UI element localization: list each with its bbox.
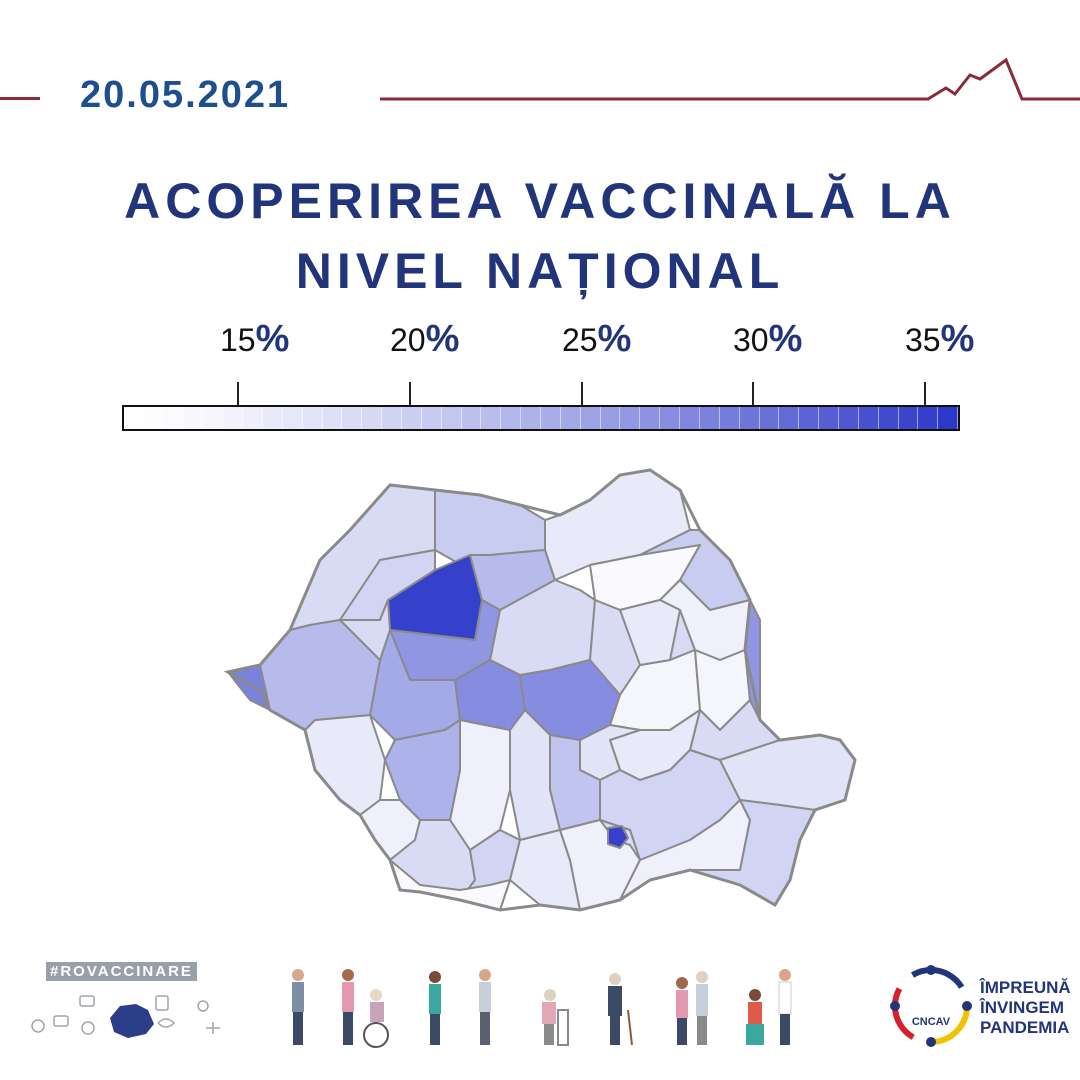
legend-swatch xyxy=(719,407,740,429)
legend-label-20: 20% xyxy=(390,318,460,360)
header-rule-pulse xyxy=(380,57,1080,101)
legend-swatch xyxy=(203,407,224,429)
legend-swatch xyxy=(600,407,621,429)
legend-swatch xyxy=(640,407,661,429)
legend-swatch xyxy=(858,407,879,429)
legend-swatch xyxy=(838,407,859,429)
cncav-logo: CNCAV xyxy=(890,965,972,1047)
legend-swatch xyxy=(282,407,303,429)
legend-label-35: 35% xyxy=(905,318,975,360)
date-label: 20.05.2021 xyxy=(80,74,291,116)
caregiver-wheelchair-icon xyxy=(342,969,389,1048)
legend-tick xyxy=(237,382,239,407)
legend-swatch xyxy=(918,407,939,429)
man-icon xyxy=(479,969,491,1045)
legend-swatch xyxy=(402,407,422,429)
legend-swatch xyxy=(223,407,244,429)
elderly-cane-icon xyxy=(608,973,633,1046)
hashtag-label: #ROVACCINARE xyxy=(46,962,197,981)
legend-swatch xyxy=(481,407,502,429)
legend-swatch xyxy=(699,407,720,429)
page-title: ACOPERIREA VACCINALĂ LA NIVEL NAȚIONAL xyxy=(0,166,1080,306)
legend-swatch xyxy=(739,407,760,429)
county-region xyxy=(509,709,561,841)
legend-color-scale xyxy=(122,405,960,431)
people-illustration xyxy=(292,969,792,1048)
romania-silhouette-icon xyxy=(110,1004,154,1038)
legend-swatch xyxy=(660,407,681,429)
county-region xyxy=(339,599,391,661)
face-icon xyxy=(31,1019,45,1033)
campaign-icons xyxy=(31,995,220,1038)
legend-swatch xyxy=(501,407,522,429)
legend-swatch xyxy=(898,407,919,429)
legend-swatch xyxy=(421,407,442,429)
romania-county-map xyxy=(223,468,857,912)
title-line-2: NIVEL NAȚIONAL xyxy=(295,243,785,299)
legend-swatch xyxy=(382,407,403,429)
people-icon xyxy=(206,1022,220,1034)
legend-swatch xyxy=(441,407,462,429)
slogan-line-3: PANDEMIA xyxy=(980,1018,1070,1037)
legend-label-25: 25% xyxy=(562,318,632,360)
legend-swatch xyxy=(779,407,800,429)
elderly-couple-icon xyxy=(676,971,708,1045)
medical-icon xyxy=(81,1021,95,1035)
legend-swatch xyxy=(461,407,482,429)
vaccination-scene-icon xyxy=(746,969,792,1045)
legend-swatch xyxy=(243,407,264,429)
legend-tick xyxy=(581,382,583,407)
county-region xyxy=(619,599,681,666)
legend-swatch xyxy=(938,407,959,429)
legend-swatch xyxy=(143,407,164,429)
legend-swatch xyxy=(560,407,581,429)
county-region xyxy=(304,714,386,816)
legend-swatch xyxy=(183,407,204,429)
legend-swatch xyxy=(362,407,383,429)
mask-icon xyxy=(157,1018,176,1028)
legend-swatch xyxy=(680,407,700,429)
slogan: ÎMPREUNĂ ÎNVINGEM PANDEMIA xyxy=(980,978,1071,1038)
title-line-1: ACOPERIREA VACCINALĂ LA xyxy=(124,173,956,229)
legend-swatch xyxy=(620,407,641,429)
legend-tick xyxy=(752,382,754,407)
heart-icon xyxy=(53,1015,69,1027)
legend-swatch xyxy=(124,407,144,429)
county-region xyxy=(607,825,629,849)
person-icon xyxy=(292,969,304,1045)
legend-swatch xyxy=(819,407,839,429)
legend-swatch xyxy=(302,407,323,429)
country-border xyxy=(223,468,857,912)
legend-tick xyxy=(409,382,411,407)
legend-tick xyxy=(924,382,926,407)
legend-swatch xyxy=(799,407,820,429)
header-rule-left xyxy=(0,97,40,100)
legend-swatch xyxy=(342,407,363,429)
virus-icon xyxy=(197,1000,209,1012)
legend-swatch xyxy=(759,407,780,429)
legend-swatch xyxy=(878,407,899,429)
camera-icon xyxy=(79,995,95,1007)
legend-swatch xyxy=(580,407,601,429)
legend-swatch xyxy=(521,407,542,429)
woman-icon xyxy=(429,971,441,1045)
slogan-line-1: ÎMPREUNĂ xyxy=(980,978,1071,997)
legend-label-30: 30% xyxy=(733,318,803,360)
legend-swatch xyxy=(163,407,184,429)
legend-swatch xyxy=(263,407,283,429)
elderly-walker-icon xyxy=(542,989,569,1046)
document-icon xyxy=(155,995,169,1011)
logo-abbreviation: CNCAV xyxy=(912,1016,951,1028)
slogan-line-2: ÎNVINGEM xyxy=(980,998,1065,1017)
legend-swatch xyxy=(541,407,561,429)
legend-label-15: 15% xyxy=(220,318,290,360)
legend-swatch xyxy=(322,407,343,429)
